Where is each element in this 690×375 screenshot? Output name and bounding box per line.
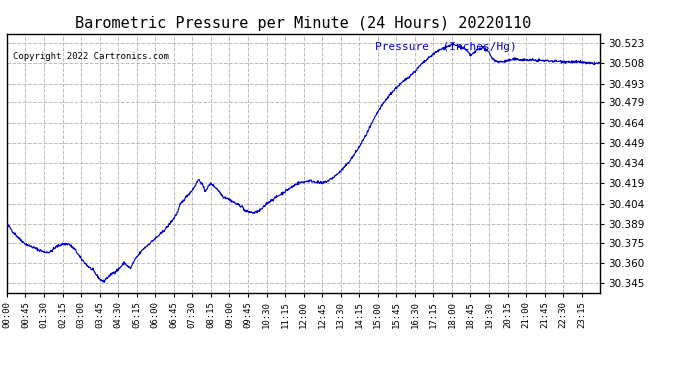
Text: Pressure  (Inches/Hg): Pressure (Inches/Hg) xyxy=(375,42,517,51)
Title: Barometric Pressure per Minute (24 Hours) 20220110: Barometric Pressure per Minute (24 Hours… xyxy=(75,16,532,31)
Text: Copyright 2022 Cartronics.com: Copyright 2022 Cartronics.com xyxy=(13,52,169,61)
